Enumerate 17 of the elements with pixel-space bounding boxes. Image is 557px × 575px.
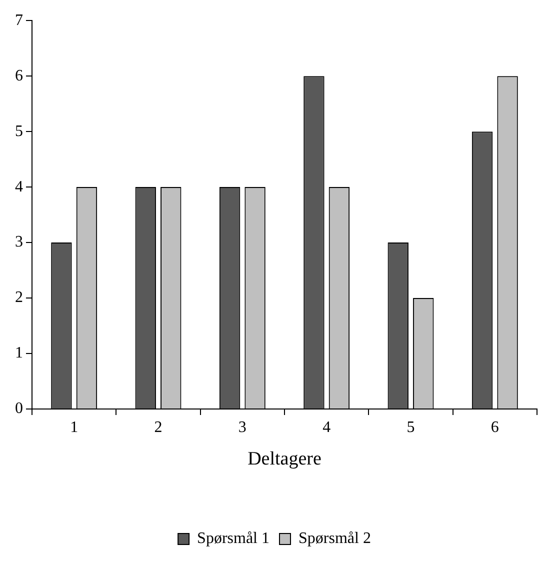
legend-label: Spørsmål 2 bbox=[298, 530, 371, 548]
x-tick-label: 2 bbox=[154, 418, 162, 436]
y-tick-label: 7 bbox=[15, 12, 23, 29]
y-tick-label: 1 bbox=[15, 344, 23, 362]
y-tick-label: 6 bbox=[15, 67, 23, 84]
y-tick-label: 4 bbox=[15, 178, 23, 196]
x-tick-label: 6 bbox=[490, 418, 499, 436]
x-tick-label: 3 bbox=[238, 418, 246, 436]
legend-label: Spørsmål 1 bbox=[197, 530, 270, 548]
y-tick-label: 2 bbox=[15, 289, 23, 306]
y-tick-label: 0 bbox=[15, 400, 23, 418]
x-tick-label: 1 bbox=[70, 418, 78, 436]
y-tick-label: 5 bbox=[15, 122, 23, 140]
y-tick-label: 3 bbox=[15, 234, 23, 251]
x-tick-label: 4 bbox=[322, 418, 331, 436]
x-tick-label: 5 bbox=[406, 418, 415, 436]
x-axis-title: Deltagere bbox=[248, 448, 322, 470]
